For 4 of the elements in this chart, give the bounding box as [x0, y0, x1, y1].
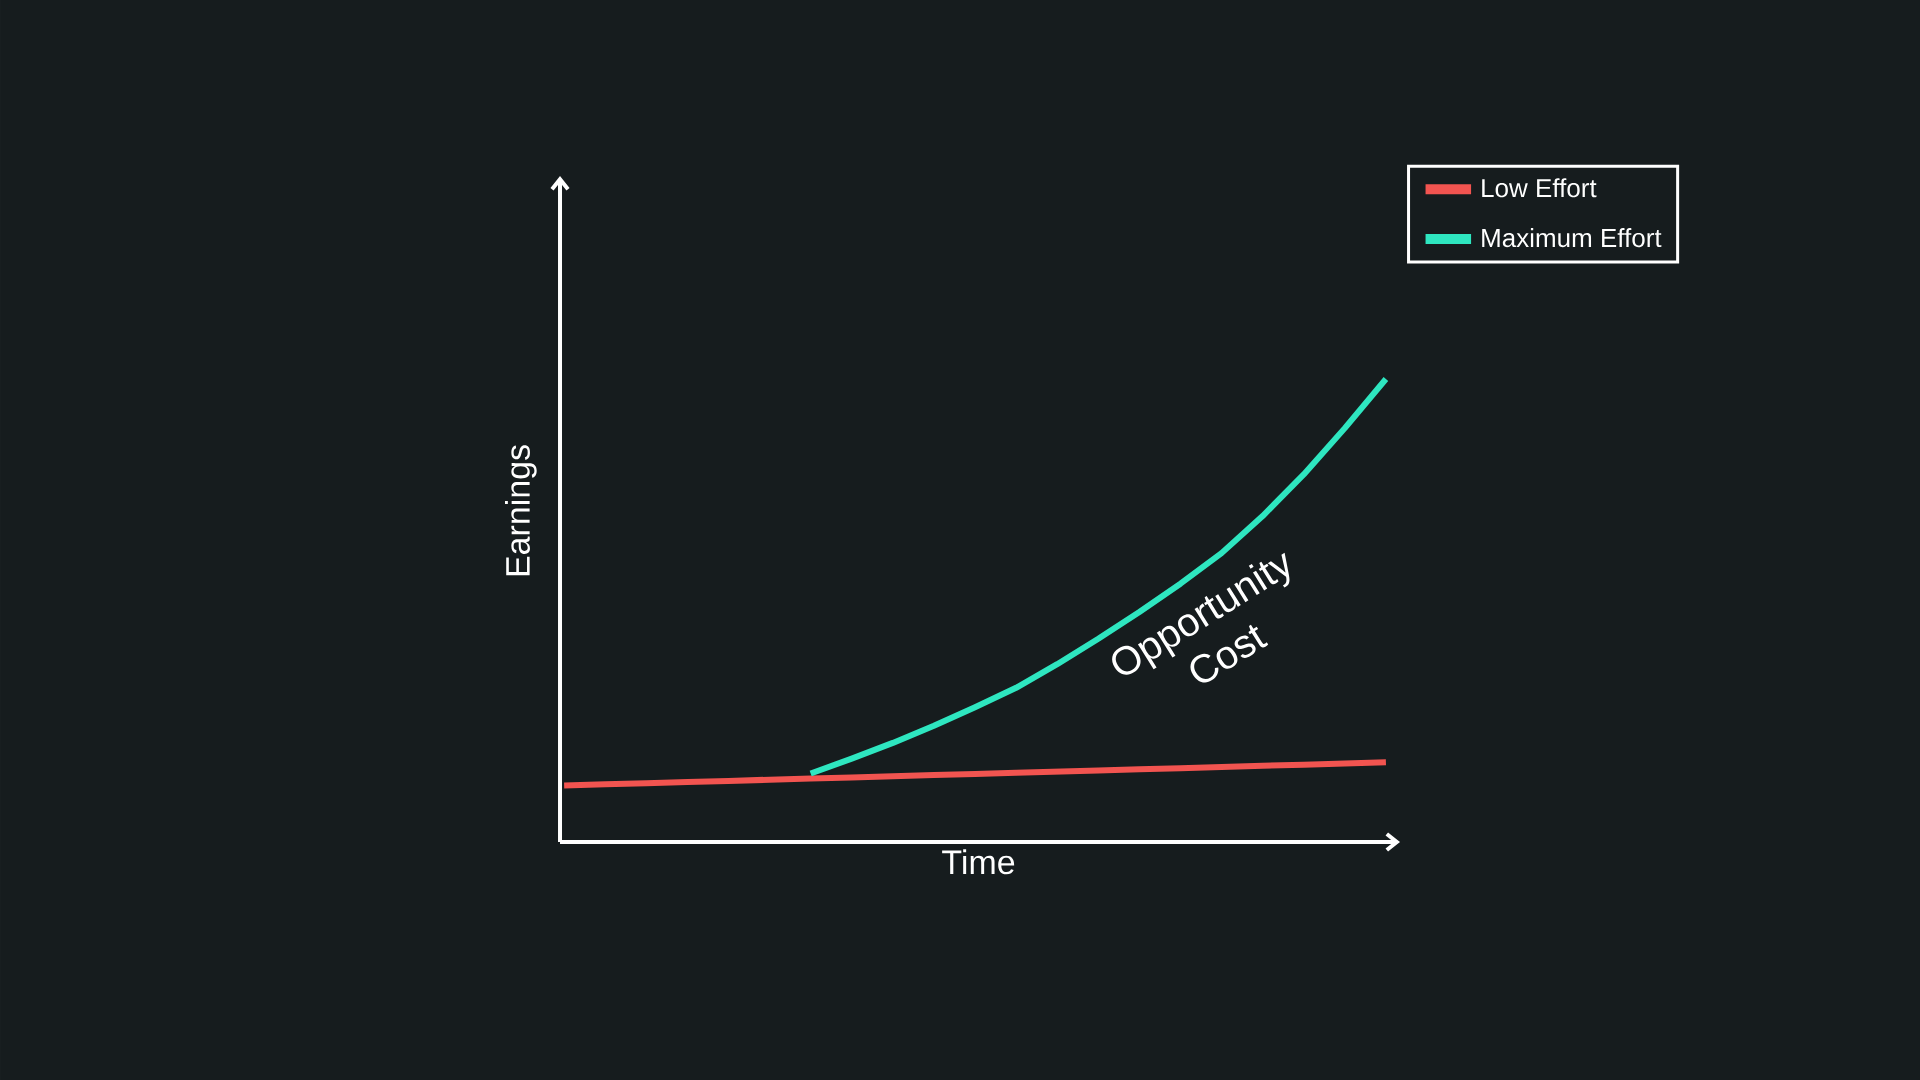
y-axis-title: Earnings [505, 445, 537, 576]
legend-label: Low Effort [1482, 178, 1597, 198]
x-axis-title: Time [942, 849, 1015, 875]
legend-label: Maximum Effort [1482, 228, 1662, 248]
